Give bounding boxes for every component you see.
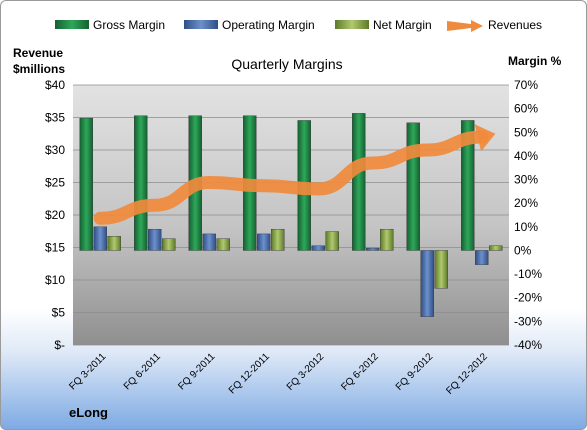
net-margin-bar — [271, 228, 285, 251]
net-margin-bar — [380, 228, 394, 251]
y-left-tick-label: $5 — [52, 306, 66, 320]
x-category-label: FQ 12-2011 — [227, 351, 272, 396]
y-left-tick-label: $10 — [45, 273, 65, 287]
operating-margin-bar — [148, 228, 162, 251]
x-category-label: FQ 6-2011 — [122, 351, 163, 392]
legend-swatch-revenues — [447, 20, 483, 32]
revenues-arrowhead — [474, 124, 496, 152]
operating-margin-bar — [311, 245, 325, 251]
y-left-tick-label: $35 — [45, 111, 65, 125]
y-left-tick-label: $40 — [45, 78, 65, 92]
y-left-label-line2: $millions — [13, 62, 65, 76]
y-right-tick-label: 70% — [514, 78, 538, 92]
net-margin-bar — [325, 231, 339, 251]
y-right-tick-label: 60% — [514, 102, 538, 116]
legend-swatch-net-margin — [335, 20, 369, 29]
chart-title: Quarterly Margins — [231, 56, 342, 72]
legend-label-net-margin: Net Margin — [373, 18, 432, 32]
gross-margin-bar — [134, 115, 148, 251]
y-left-tick-label: $15 — [45, 241, 65, 255]
operating-margin-bar — [257, 233, 271, 251]
y-right-tick-label: -30% — [514, 314, 542, 328]
y-right-tick-label: -40% — [514, 338, 542, 352]
y-right-tick-label: 40% — [514, 149, 538, 163]
x-category-labels: FQ 3-2011 FQ 6-2011 FQ 9-2011 FQ 12-2011 FQ … — [67, 351, 490, 397]
operating-margin-bar — [420, 250, 434, 317]
gross-margin-bar — [406, 122, 420, 251]
y-right-tick-label: 50% — [514, 125, 538, 139]
y-right-tick-label: 20% — [514, 196, 538, 210]
y-left-tick-label: $20 — [45, 208, 65, 222]
net-margin-bar — [434, 250, 448, 289]
y-left-tick-label: $- — [54, 338, 65, 352]
net-margin-bar — [216, 238, 230, 251]
x-category-label: FQ 12-2012 — [444, 351, 490, 397]
operating-margin-bar — [366, 247, 380, 251]
y-right-tick-label: -20% — [514, 291, 542, 305]
brand-label: eLong — [69, 405, 108, 420]
gross-margin-bar — [461, 120, 475, 251]
y-left-ticks: $- $5 $10 $15 $20 $25 $30 $35 $40 — [45, 78, 65, 352]
x-category-label: FQ 9-2012 — [394, 351, 436, 393]
legend-label-revenues: Revenues — [488, 18, 542, 32]
net-margin-bar — [489, 245, 503, 251]
gross-margin-bar — [79, 117, 93, 251]
y-right-ticks: -40% -30% -20% -10% 0% 10% 20% 30% 40% 50% 60% 70% — [514, 78, 542, 352]
legend-label-operating-margin: Operating Margin — [222, 18, 315, 32]
x-category-label: FQ 6-2012 — [339, 351, 381, 393]
y-right-label: Margin % — [508, 54, 562, 68]
operating-margin-bar — [93, 226, 107, 251]
legend-swatch-operating-margin — [184, 20, 218, 29]
x-category-label: FQ 3-2011 — [67, 351, 108, 392]
legend-swatch-gross-margin — [55, 20, 89, 29]
revenues-line-path — [93, 130, 489, 225]
operating-margin-bar — [475, 250, 489, 265]
y-left-label-line1: Revenue — [13, 46, 63, 60]
x-category-label: FQ 9-2011 — [176, 351, 217, 392]
legend: Gross Margin Operating Margin Net Margin… — [55, 18, 542, 32]
y-right-tick-label: 0% — [514, 243, 532, 257]
net-margin-bar — [162, 238, 176, 251]
x-category-label: FQ 3-2012 — [285, 351, 327, 393]
net-margin-bar — [107, 236, 121, 251]
operating-margin-bar — [202, 233, 216, 251]
y-left-tick-label: $30 — [45, 143, 65, 157]
y-right-tick-label: -10% — [514, 267, 542, 281]
y-left-tick-label: $25 — [45, 176, 65, 190]
y-right-tick-label: 30% — [514, 173, 538, 187]
legend-label-gross-margin: Gross Margin — [93, 18, 165, 32]
revenues-line — [93, 124, 496, 225]
gross-margin-bar — [352, 113, 366, 251]
y-right-tick-label: 10% — [514, 220, 538, 234]
